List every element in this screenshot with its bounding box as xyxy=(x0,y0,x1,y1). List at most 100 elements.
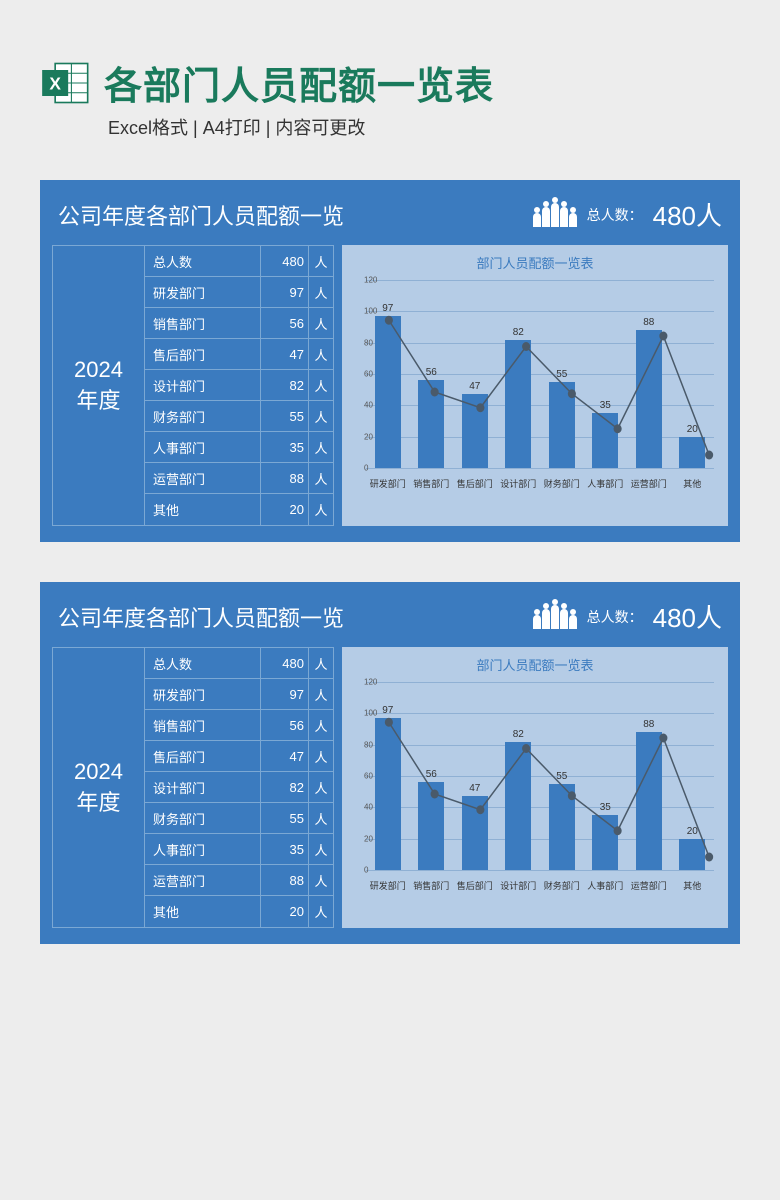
bar-value-label: 82 xyxy=(513,327,524,338)
page-subtitle: Excel格式 | A4打印 | 内容可更改 xyxy=(108,114,740,140)
panel-body: 2024年度总人数480人研发部门97人销售部门56人售后部门47人设计部门82… xyxy=(52,647,728,928)
bar-value-label: 35 xyxy=(600,400,611,411)
bar-wrap: 56 xyxy=(410,682,454,870)
xlabel: 销售部门 xyxy=(410,477,454,490)
table-row: 研发部门97人 xyxy=(145,277,333,308)
panel-body: 2024年度总人数480人研发部门97人销售部门56人售后部门47人设计部门82… xyxy=(52,245,728,526)
chart-title: 部门人员配额一览表 xyxy=(352,253,718,272)
row-value: 20 xyxy=(261,896,309,927)
total-label: 总人数： xyxy=(587,205,643,225)
bar xyxy=(375,718,401,870)
row-name: 研发部门 xyxy=(145,679,261,709)
bar xyxy=(505,742,531,870)
row-value: 56 xyxy=(261,308,309,338)
table-row: 其他20人 xyxy=(145,896,333,927)
row-unit: 人 xyxy=(309,741,333,771)
row-name: 售后部门 xyxy=(145,741,261,771)
bar xyxy=(462,796,488,870)
excel-icon: X xyxy=(40,57,92,109)
row-unit: 人 xyxy=(309,834,333,864)
row-unit: 人 xyxy=(309,339,333,369)
bar-wrap: 88 xyxy=(627,280,671,468)
row-name: 人事部门 xyxy=(145,432,261,462)
bar xyxy=(549,382,575,468)
row-name: 其他 xyxy=(145,494,261,525)
page-title: 各部门人员配额一览表 xyxy=(104,55,494,110)
bar-value-label: 47 xyxy=(469,381,480,392)
table-row: 售后部门47人 xyxy=(145,339,333,370)
chart-title: 部门人员配额一览表 xyxy=(352,655,718,674)
bar-wrap: 82 xyxy=(497,280,541,468)
bar xyxy=(418,380,444,468)
panel-header: 公司年度各部门人员配额一览 总人数：480人 xyxy=(52,592,728,647)
bar xyxy=(549,784,575,870)
xlabel: 售后部门 xyxy=(453,879,497,892)
row-unit: 人 xyxy=(309,865,333,895)
panel-header-right: 总人数：480人 xyxy=(533,598,722,635)
total-label: 总人数： xyxy=(587,607,643,627)
gridline xyxy=(366,468,714,469)
table-row: 设计部门82人 xyxy=(145,370,333,401)
row-unit: 人 xyxy=(309,710,333,740)
row-name: 其他 xyxy=(145,896,261,927)
row-unit: 人 xyxy=(309,679,333,709)
bar-wrap: 55 xyxy=(540,280,584,468)
bar-wrap: 20 xyxy=(671,280,715,468)
row-name: 运营部门 xyxy=(145,463,261,493)
xlabel: 销售部门 xyxy=(410,879,454,892)
bar xyxy=(418,782,444,870)
row-unit: 人 xyxy=(309,401,333,431)
bar-value-label: 35 xyxy=(600,802,611,813)
year-value: 2024 xyxy=(74,757,123,788)
bar xyxy=(375,316,401,468)
table-row: 设计部门82人 xyxy=(145,772,333,803)
year-value: 2024 xyxy=(74,355,123,386)
row-value: 88 xyxy=(261,865,309,895)
xlabel: 研发部门 xyxy=(366,879,410,892)
row-name: 设计部门 xyxy=(145,772,261,802)
table-row: 销售部门56人 xyxy=(145,308,333,339)
quota-panel: 公司年度各部门人员配额一览总人数：480人2024年度总人数480人研发部门97… xyxy=(40,582,740,944)
year-column: 2024年度 xyxy=(52,647,144,928)
xlabel: 人事部门 xyxy=(584,879,628,892)
bar-wrap: 35 xyxy=(584,682,628,870)
xlabel: 设计部门 xyxy=(497,879,541,892)
bar-wrap: 35 xyxy=(584,280,628,468)
row-name: 运营部门 xyxy=(145,865,261,895)
bar-value-label: 55 xyxy=(556,771,567,782)
bar-wrap: 97 xyxy=(366,280,410,468)
bar xyxy=(592,413,618,468)
panel-header-right: 总人数： 480人 xyxy=(533,196,722,233)
panel-title: 公司年度各部门人员配额一览 xyxy=(58,199,344,231)
people-icon xyxy=(533,605,577,629)
table-column: 总人数480人研发部门97人销售部门56人售后部门47人设计部门82人财务部门5… xyxy=(144,245,334,526)
total-value: 480人 xyxy=(653,196,722,233)
panel-title: 公司年度各部门人员配额一览 xyxy=(58,601,344,633)
xlabels: 研发部门销售部门售后部门设计部门财务部门人事部门运营部门其他 xyxy=(366,477,714,490)
row-value: 35 xyxy=(261,432,309,462)
year-column: 2024年度 xyxy=(52,245,144,526)
chart-area: 0204060801001209756478255358820研发部门销售部门售… xyxy=(352,280,718,490)
row-value: 20 xyxy=(261,494,309,525)
bar-wrap: 56 xyxy=(410,280,454,468)
row-value: 47 xyxy=(261,339,309,369)
bar-value-label: 97 xyxy=(382,705,393,716)
table-row: 销售部门56人 xyxy=(145,710,333,741)
bar xyxy=(636,732,662,870)
xlabel: 其他 xyxy=(671,477,715,490)
row-unit: 人 xyxy=(309,370,333,400)
bar xyxy=(592,815,618,870)
row-unit: 人 xyxy=(309,277,333,307)
year-suffix: 年度 xyxy=(74,386,123,417)
table-row: 运营部门88人 xyxy=(145,463,333,494)
row-unit: 人 xyxy=(309,494,333,525)
row-name: 总人数 xyxy=(145,648,261,678)
row-value: 55 xyxy=(261,401,309,431)
xlabel: 研发部门 xyxy=(366,477,410,490)
table-row: 其他20人 xyxy=(145,494,333,525)
row-name: 财务部门 xyxy=(145,803,261,833)
row-unit: 人 xyxy=(309,432,333,462)
year-suffix: 年度 xyxy=(74,788,123,819)
row-value: 480 xyxy=(261,648,309,678)
row-unit: 人 xyxy=(309,308,333,338)
